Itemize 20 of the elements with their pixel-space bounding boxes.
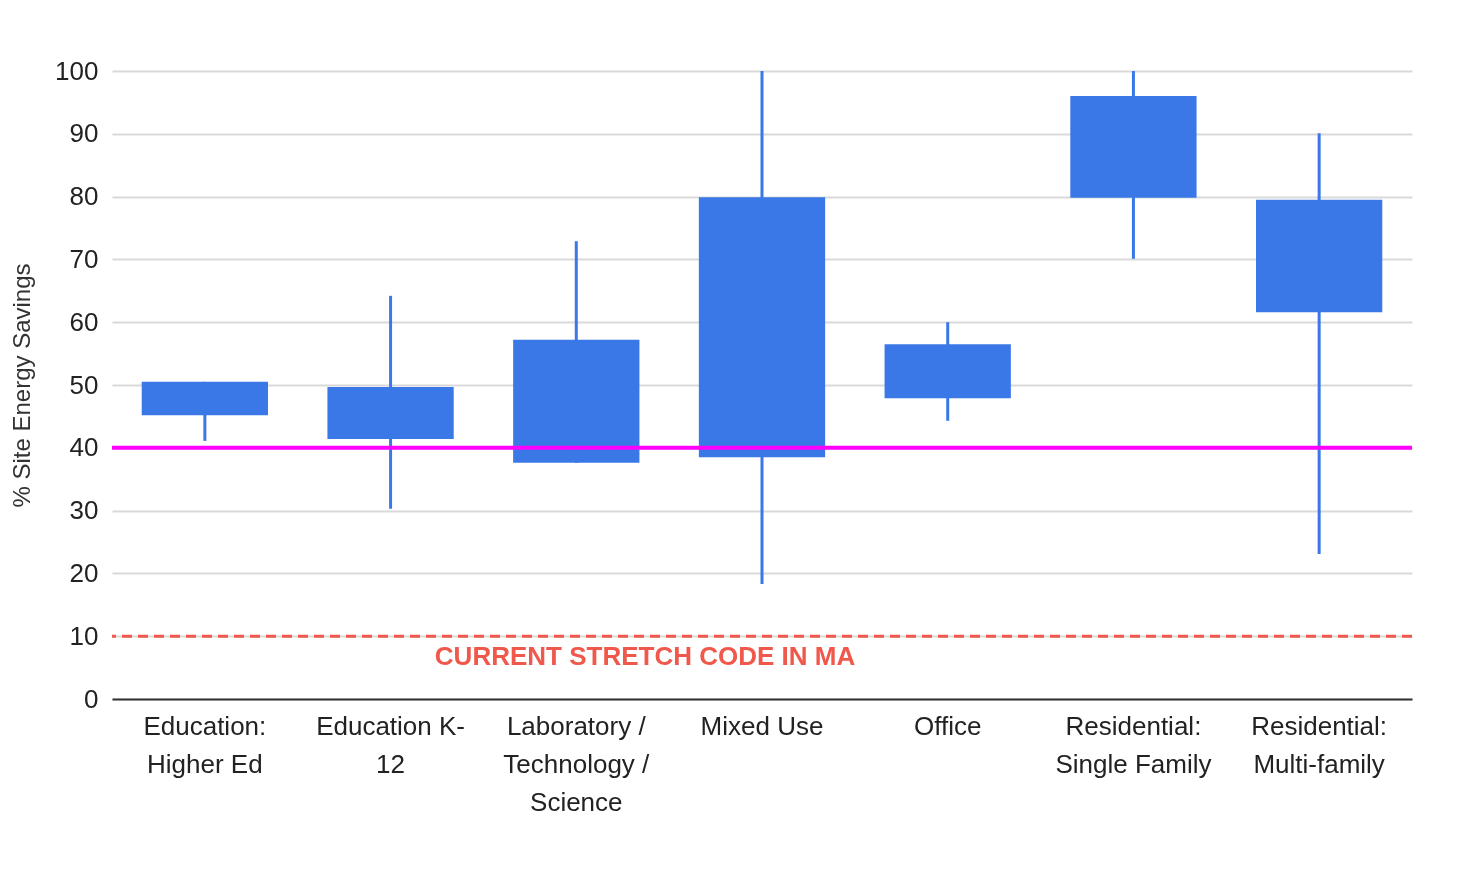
y-tick-label: 90 xyxy=(69,118,99,149)
x-tick-label: Residential: Single Family xyxy=(1055,710,1212,779)
y-tick-label: 0 xyxy=(84,683,99,714)
x-tick-label: Mixed Use xyxy=(700,710,824,741)
x-tick-label: Office xyxy=(914,710,982,741)
x-tick-label: Education K- 12 xyxy=(316,710,466,779)
y-tick-label: 60 xyxy=(69,306,99,337)
y-tick-label: 80 xyxy=(69,181,99,212)
x-tick-label: Laboratory / Technology / Science xyxy=(503,710,651,817)
y-axis-title: % Site Energy Savings xyxy=(8,263,36,508)
y-tick-label: 30 xyxy=(69,495,99,526)
y-tick-label: 40 xyxy=(69,432,99,463)
x-tick-label: Residential: Multi-family xyxy=(1251,710,1388,779)
x-tick-label: Education: Higher Ed xyxy=(143,710,267,779)
y-tick-label: 10 xyxy=(69,620,99,651)
y-tick-label: 50 xyxy=(69,369,99,400)
y-tick-label: 20 xyxy=(69,557,99,588)
y-tick-label: 70 xyxy=(69,243,99,274)
ref-line-label: CURRENT STRETCH CODE IN MA xyxy=(434,641,856,672)
y-tick-label: 100 xyxy=(55,55,99,86)
